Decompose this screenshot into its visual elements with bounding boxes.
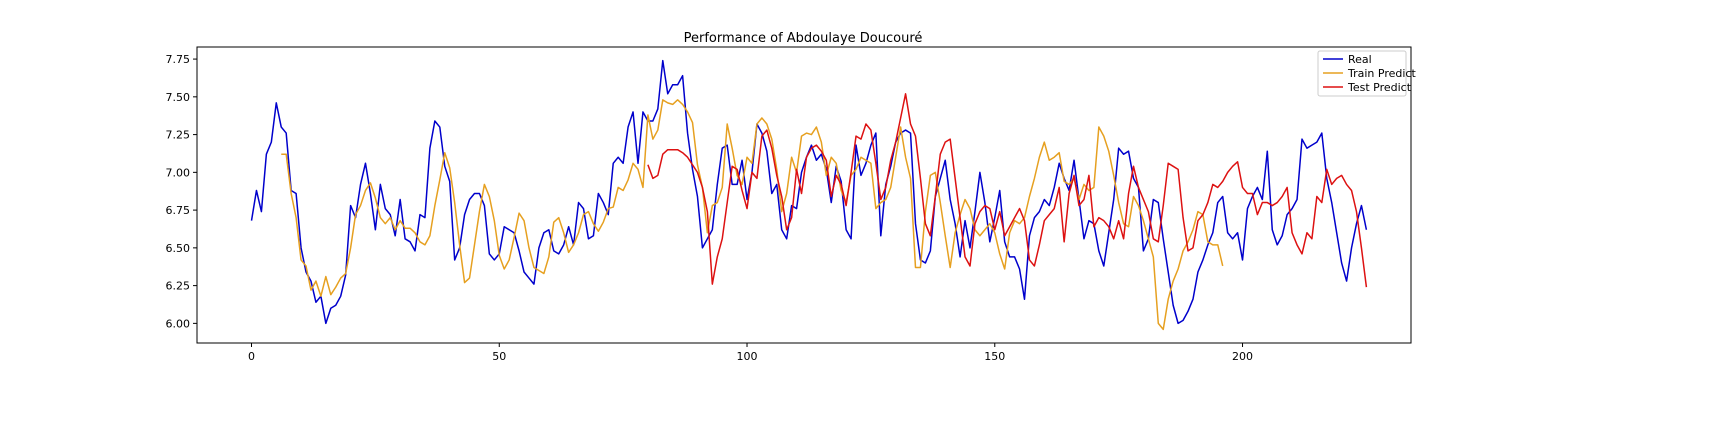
y-tick-label: 6.00 — [166, 317, 191, 330]
y-tick-label: 6.50 — [166, 242, 191, 255]
legend-label-train-predict: Train Predict — [1347, 67, 1416, 80]
y-tick-label: 6.25 — [166, 280, 191, 293]
chart-title: Performance of Abdoulaye Doucouré — [684, 31, 923, 46]
plot-area-frame — [196, 46, 1412, 344]
y-tick-label: 7.25 — [166, 129, 191, 142]
series-line-real — [250, 59, 1368, 325]
y-tick-label: 6.75 — [166, 204, 191, 217]
series-line-test-predict — [647, 93, 1368, 288]
y-tick-label: 7.00 — [166, 166, 191, 179]
ticks-layer: 0 50 100 150 200 6.00 6.25 6.50 6.75 7.00 7.25 7.50… — [166, 53, 1254, 363]
legend-label-test-predict: Test Predict — [1347, 81, 1412, 94]
x-tick-label: 100 — [737, 350, 758, 363]
x-tick-label: 200 — [1232, 350, 1253, 363]
series-line-train-predict — [281, 99, 1224, 331]
x-tick-label: 0 — [248, 350, 255, 363]
legend-box — [1317, 50, 1407, 97]
legend-label-real: Real — [1348, 53, 1372, 66]
y-tick-label: 7.75 — [166, 53, 191, 66]
x-tick-label: 50 — [492, 350, 506, 363]
y-tick-label: 7.50 — [166, 91, 191, 104]
series-layer — [250, 59, 1368, 331]
x-tick-label: 150 — [984, 350, 1005, 363]
